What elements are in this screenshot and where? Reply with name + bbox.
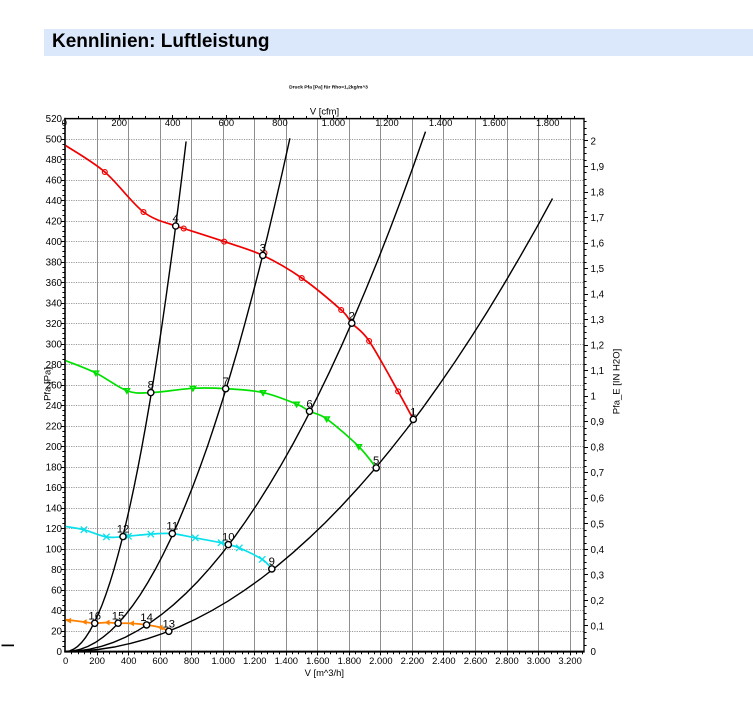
svg-text:V [cfm]: V [cfm]: [310, 105, 339, 116]
svg-text:2.600: 2.600: [464, 655, 487, 666]
svg-text:0,7: 0,7: [591, 468, 605, 479]
svg-text:520: 520: [46, 114, 63, 125]
svg-text:1,2: 1,2: [591, 341, 605, 352]
svg-text:320: 320: [46, 319, 63, 330]
svg-text:200: 200: [111, 117, 127, 128]
svg-text:120: 120: [46, 524, 63, 535]
svg-text:360: 360: [46, 278, 63, 289]
svg-text:1.800: 1.800: [536, 117, 559, 128]
svg-text:380: 380: [46, 258, 63, 269]
svg-text:1,6: 1,6: [591, 239, 605, 250]
svg-text:1,3: 1,3: [591, 315, 605, 326]
svg-text:1,7: 1,7: [591, 213, 605, 224]
svg-text:160: 160: [46, 483, 63, 494]
svg-text:V [m^3/h]: V [m^3/h]: [305, 667, 344, 678]
svg-text:140: 140: [46, 503, 63, 514]
svg-text:100: 100: [46, 544, 63, 555]
svg-text:3.000: 3.000: [527, 655, 550, 666]
svg-text:1,4: 1,4: [591, 290, 605, 301]
svg-text:Pfa [Pa]: Pfa [Pa]: [43, 367, 54, 401]
svg-text:0: 0: [57, 647, 63, 658]
svg-text:1.600: 1.600: [306, 655, 329, 666]
svg-text:6: 6: [306, 398, 312, 410]
svg-text:2.800: 2.800: [495, 655, 518, 666]
svg-text:2: 2: [591, 136, 596, 147]
svg-text:400: 400: [46, 237, 63, 248]
svg-text:1.800: 1.800: [338, 655, 361, 666]
svg-text:240: 240: [46, 401, 63, 412]
svg-text:0,9: 0,9: [591, 417, 605, 428]
svg-text:2.200: 2.200: [401, 655, 424, 666]
svg-text:400: 400: [165, 117, 181, 128]
svg-text:1,5: 1,5: [591, 264, 605, 275]
svg-text:12: 12: [117, 524, 130, 536]
svg-text:200: 200: [89, 655, 105, 666]
svg-text:0: 0: [591, 647, 597, 658]
svg-text:600: 600: [218, 117, 234, 128]
svg-text:300: 300: [46, 340, 63, 351]
svg-text:60: 60: [51, 585, 62, 596]
svg-text:1.400: 1.400: [429, 117, 452, 128]
svg-text:8: 8: [148, 380, 154, 392]
svg-text:16: 16: [88, 610, 101, 622]
svg-text:800: 800: [272, 117, 288, 128]
svg-text:0,4: 0,4: [591, 545, 605, 556]
svg-text:7: 7: [223, 376, 229, 388]
svg-text:1.600: 1.600: [482, 117, 505, 128]
svg-text:460: 460: [46, 176, 63, 187]
svg-text:2.400: 2.400: [432, 655, 455, 666]
svg-text:2.000: 2.000: [369, 655, 392, 666]
svg-text:400: 400: [121, 655, 137, 666]
svg-text:1: 1: [591, 392, 596, 403]
svg-text:440: 440: [46, 196, 63, 207]
svg-text:0,8: 0,8: [591, 443, 605, 454]
svg-text:Druck Pfa [Pa] für Rho=1,2kg/m: Druck Pfa [Pa] für Rho=1,2kg/m^3: [289, 85, 368, 91]
svg-text:1.200: 1.200: [243, 655, 266, 666]
svg-text:40: 40: [51, 606, 62, 617]
svg-text:13: 13: [163, 618, 176, 630]
svg-text:600: 600: [152, 655, 168, 666]
svg-text:0,5: 0,5: [591, 519, 605, 530]
svg-text:280: 280: [46, 360, 63, 371]
svg-text:3: 3: [260, 243, 266, 255]
svg-text:420: 420: [46, 217, 63, 228]
svg-text:0,1: 0,1: [591, 621, 605, 632]
svg-text:1.400: 1.400: [275, 655, 298, 666]
svg-text:1.200: 1.200: [375, 117, 398, 128]
svg-text:80: 80: [51, 565, 62, 576]
svg-text:500: 500: [46, 135, 63, 146]
svg-text:1: 1: [410, 407, 416, 419]
svg-text:0: 0: [63, 655, 68, 666]
svg-text:2: 2: [349, 310, 355, 322]
svg-text:0: 0: [62, 117, 67, 128]
svg-text:1.000: 1.000: [322, 117, 345, 128]
svg-text:Pfa_E [IN H2O]: Pfa_E [IN H2O]: [612, 349, 623, 414]
svg-text:11: 11: [166, 521, 178, 533]
svg-text:220: 220: [46, 421, 63, 432]
svg-text:340: 340: [46, 299, 63, 310]
svg-text:15: 15: [112, 610, 125, 622]
svg-text:0,3: 0,3: [591, 570, 605, 581]
svg-text:0,6: 0,6: [591, 494, 605, 505]
svg-text:180: 180: [46, 462, 63, 473]
svg-text:3.200: 3.200: [558, 655, 581, 666]
svg-text:0,2: 0,2: [591, 596, 605, 607]
svg-text:1,9: 1,9: [591, 162, 605, 173]
svg-text:4: 4: [173, 213, 179, 225]
svg-text:9: 9: [269, 556, 275, 568]
svg-text:10: 10: [222, 532, 235, 544]
svg-text:1.000: 1.000: [211, 655, 234, 666]
svg-text:260: 260: [46, 380, 63, 391]
svg-text:800: 800: [184, 655, 200, 666]
svg-text:480: 480: [46, 155, 63, 166]
svg-text:14: 14: [140, 612, 153, 624]
svg-text:1,8: 1,8: [591, 187, 605, 198]
svg-text:200: 200: [46, 442, 63, 453]
svg-text:5: 5: [373, 455, 379, 467]
svg-text:1,1: 1,1: [591, 366, 605, 377]
svg-text:20: 20: [51, 626, 62, 637]
